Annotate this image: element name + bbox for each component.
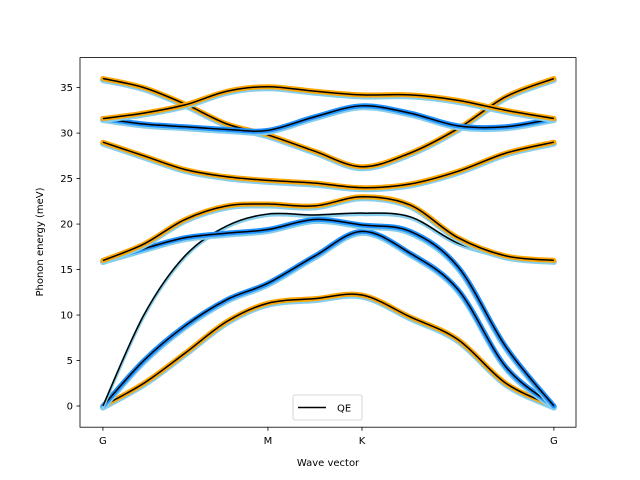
y-tick-label: 30 <box>60 129 73 140</box>
x-tick-label: G <box>99 436 107 447</box>
x-tick-label: K <box>359 436 366 447</box>
x-tick-label: M <box>264 436 273 447</box>
band-line-qe <box>102 77 555 168</box>
x-axis-label: Wave vector <box>297 458 360 469</box>
x-tick-label: G <box>550 436 558 447</box>
bands-layer <box>99 76 557 411</box>
y-axis-label: Phonon energy (meV) <box>35 187 46 296</box>
band-line-qe <box>102 85 555 120</box>
y-tick-label: 25 <box>60 174 73 185</box>
band-6 <box>99 139 557 193</box>
band-8 <box>99 103 557 136</box>
band-line-qe <box>102 196 554 262</box>
band-line-qe <box>102 293 555 407</box>
y-tick-label: 10 <box>60 311 73 322</box>
band-4 <box>99 216 557 411</box>
y-tick-label: 0 <box>67 402 73 413</box>
y-axis: 0 5 10 15 20 25 30 35 <box>60 83 80 413</box>
band-line-qe <box>102 105 555 132</box>
band-7 <box>99 76 557 172</box>
band-2 <box>99 228 557 411</box>
legend: QE <box>292 394 363 421</box>
axes-frame <box>79 57 577 428</box>
band-5 <box>99 194 557 265</box>
legend-box <box>292 394 363 421</box>
y-tick-label: 20 <box>60 220 73 231</box>
y-tick-label: 15 <box>60 265 73 276</box>
band-line-qe <box>102 218 555 407</box>
legend-label-qe: QE <box>337 404 351 415</box>
band-line-qe <box>102 141 555 189</box>
band-line-qe <box>102 230 555 407</box>
y-tick-label: 5 <box>67 356 73 367</box>
band-9 <box>99 84 557 124</box>
band-1 <box>99 291 557 411</box>
y-tick-label: 35 <box>60 83 73 94</box>
